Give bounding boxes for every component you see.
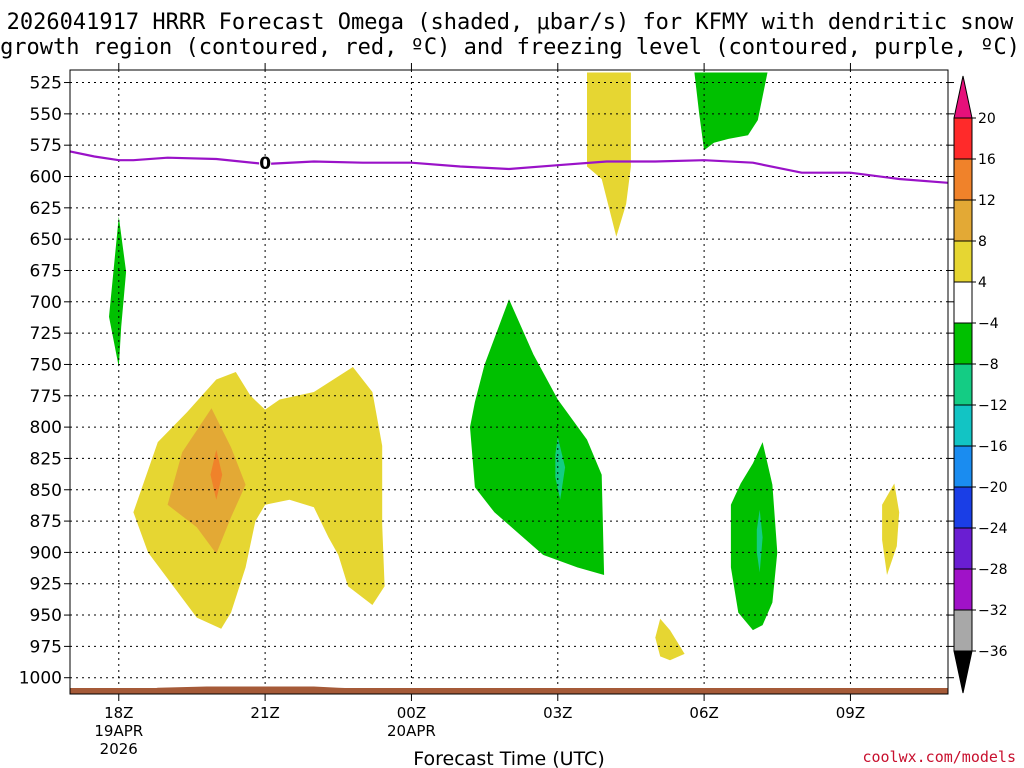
- colorbar-label-11: −28: [978, 562, 1008, 578]
- y-tick-label-750: 750: [30, 355, 62, 375]
- colorbar-label-0: 20: [978, 111, 996, 127]
- y-tick-label-525: 525: [30, 74, 62, 94]
- colorbar-swatch-1: [953, 158, 973, 201]
- y-tick-label-950: 950: [30, 606, 62, 626]
- dotted-grid: [70, 70, 948, 694]
- colorbar-bottom-arrow: [953, 650, 973, 694]
- colorbar-swatch-2: [953, 199, 973, 242]
- plot-frame: [69, 69, 949, 695]
- colorbar-label-4: 4: [978, 275, 987, 291]
- y-tick-label-650: 650: [30, 230, 62, 250]
- y-tick-label-900: 900: [30, 543, 62, 563]
- x-axis-label: Forecast Time (UTC): [413, 748, 604, 768]
- y-tick-label-925: 925: [30, 575, 62, 595]
- colorbar-label-2: 12: [978, 193, 996, 209]
- y-tick-label-550: 550: [30, 105, 62, 125]
- freezing-level-contour: 0: [69, 150, 949, 184]
- colorbar-label-8: −16: [978, 439, 1008, 455]
- x-tick-label-4: 06Z: [689, 704, 718, 722]
- y-tick-label-800: 800: [30, 418, 62, 438]
- x-tick-label-3: 03Z: [543, 704, 572, 722]
- y-tick-label-850: 850: [30, 481, 62, 501]
- colorbar-swatch-0: [953, 117, 973, 160]
- omega-pos-4to8-0330z: [587, 72, 631, 237]
- y-tick-label-825: 825: [30, 449, 62, 469]
- colorbar-top-arrow: [953, 75, 973, 119]
- x-tick-label-0: 18Z: [104, 704, 133, 722]
- surface-terrain: [70, 686, 948, 694]
- y-tick-label-600: 600: [30, 168, 62, 188]
- x-tick-label-5: 09Z: [836, 704, 865, 722]
- freezing-level-label: 0: [259, 154, 271, 174]
- colorbar-swatch-9: [953, 486, 973, 529]
- colorbar-label-5: −4: [978, 316, 999, 332]
- omega-neg-4to8-0700z: [730, 442, 778, 631]
- colorbar-swatch-4: [953, 281, 973, 324]
- y-axis-ticks: 525 550 575 600 625 650 675 700 725 750 775 800 825 8…: [19, 74, 954, 689]
- y-tick-label-725: 725: [30, 324, 62, 344]
- omega-neg-4to8-0230z: [470, 299, 605, 575]
- omega-pos-4to8-0800z: [882, 483, 900, 575]
- terrain-bump: [123, 686, 378, 694]
- omega-neg-8to12-0700z: [756, 509, 763, 573]
- omega-pos-8to12: [167, 408, 246, 554]
- y-tick-label-675: 675: [30, 261, 62, 281]
- colorbar-label-10: −24: [978, 521, 1008, 537]
- colorbar-swatch-5: [953, 322, 973, 365]
- terrain-strip: [70, 688, 948, 694]
- colorbar-swatch-7: [953, 404, 973, 447]
- colorbar: 20 16 12 8 4 −4 −8 −12 −16 −20 −24 −28 −32 −36: [953, 75, 1008, 694]
- omega-pos-4to8-0500z: [655, 618, 685, 661]
- freezing-level-line: [69, 150, 949, 184]
- y-tick-label-975: 975: [30, 637, 62, 657]
- colorbar-swatch-11: [953, 568, 973, 611]
- colorbar-label-3: 8: [978, 234, 987, 250]
- colorbar-label-1: 16: [978, 152, 996, 168]
- x-tick-date-0: 19APR: [94, 722, 143, 740]
- credit-text: coolwx.com/models: [862, 748, 1016, 766]
- colorbar-label-12: −32: [978, 603, 1008, 619]
- colorbar-swatch-3: [953, 240, 973, 283]
- colorbar-swatch-6: [953, 363, 973, 406]
- shaded-omega-regions: [109, 72, 900, 661]
- y-tick-label-575: 575: [30, 136, 62, 156]
- freezing-level-label-bg: [259, 155, 272, 172]
- y-tick-label-775: 775: [30, 387, 62, 407]
- y-tick-label-700: 700: [30, 293, 62, 313]
- colorbar-swatch-8: [953, 445, 973, 488]
- x-tick-label-2: 00Z: [397, 704, 426, 722]
- omega-neg-4to8-1750z: [109, 216, 127, 367]
- chart-title-line1: 2026041917 HRRR Forecast Omega (shaded, …: [7, 10, 1014, 35]
- colorbar-label-6: −8: [978, 357, 999, 373]
- colorbar-swatch-12: [953, 609, 973, 652]
- y-tick-label-1000: 1000: [19, 669, 62, 689]
- y-tick-label-875: 875: [30, 512, 62, 532]
- colorbar-label-13: −36: [978, 644, 1008, 660]
- x-tick-date-2: 20APR: [387, 722, 436, 740]
- x-tick-label-1: 21Z: [250, 704, 279, 722]
- omega-pos-12to16: [210, 449, 223, 500]
- colorbar-label-9: −20: [978, 480, 1008, 496]
- colorbar-swatch-10: [953, 527, 973, 570]
- chart-title-line2: growth region (contoured, red, ºC) and f…: [0, 35, 1020, 60]
- x-tick-year-0: 2026: [100, 740, 138, 758]
- omega-neg-4to8-0600z: [694, 72, 768, 151]
- colorbar-label-7: −12: [978, 398, 1008, 414]
- y-tick-label-625: 625: [30, 199, 62, 219]
